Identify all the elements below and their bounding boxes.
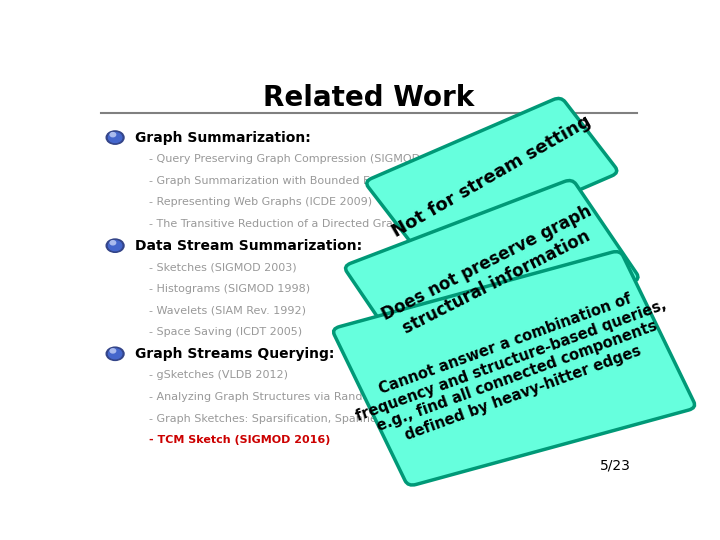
Circle shape [106,347,124,360]
Circle shape [109,133,122,143]
Text: - Wavelets (SIAM Rev. 1992): - Wavelets (SIAM Rev. 1992) [148,306,305,315]
Text: - Analyzing Graph Structures via Random Walks (SODA 2012): - Analyzing Graph Structures via Random … [148,392,492,402]
Text: Graph Summarization:: Graph Summarization: [135,131,310,145]
Text: Not for stream setting: Not for stream setting [390,113,594,241]
Circle shape [106,239,124,252]
Text: - Graph Summarization with Bounded Error (SIGMOD 2008): - Graph Summarization with Bounded Error… [148,176,480,186]
Circle shape [110,241,116,245]
Text: - Representing Web Graphs (ICDE 2009): - Representing Web Graphs (ICDE 2009) [148,198,372,207]
Text: - Graph Sketches: Sparsification, Spanners, and Subgraphs (PODS 2012): - Graph Sketches: Sparsification, Spanne… [148,414,554,424]
Text: Graph Streams Querying:: Graph Streams Querying: [135,347,334,361]
Text: Cannot answer a combination of
frequency and structure-based queries,
e.g., find: Cannot answer a combination of frequency… [348,280,680,456]
Text: - TCM Sketch (SIGMOD 2016): - TCM Sketch (SIGMOD 2016) [148,435,330,445]
Circle shape [110,133,116,137]
Text: - The Transitive Reduction of a Directed Graph (1972): - The Transitive Reduction of a Directed… [148,219,447,229]
Text: - Query Preserving Graph Compression (SIGMOD 2012): - Query Preserving Graph Compression (SI… [148,154,456,164]
Text: - Sketches (SIGMOD 2003): - Sketches (SIGMOD 2003) [148,262,296,272]
Text: Related Work: Related Work [264,84,474,112]
Circle shape [109,241,122,251]
Text: Data Stream Summarization:: Data Stream Summarization: [135,239,361,253]
Circle shape [106,131,124,144]
Text: - gSketches (VLDB 2012): - gSketches (VLDB 2012) [148,370,287,380]
Circle shape [109,349,122,359]
Text: - Histograms (SIGMOD 1998): - Histograms (SIGMOD 1998) [148,284,310,294]
Text: - Space Saving (ICDT 2005): - Space Saving (ICDT 2005) [148,327,302,337]
Text: Does not preserve graph
structural information: Does not preserve graph structural infor… [379,202,604,343]
Text: 5/23: 5/23 [600,458,631,472]
Circle shape [110,349,116,353]
